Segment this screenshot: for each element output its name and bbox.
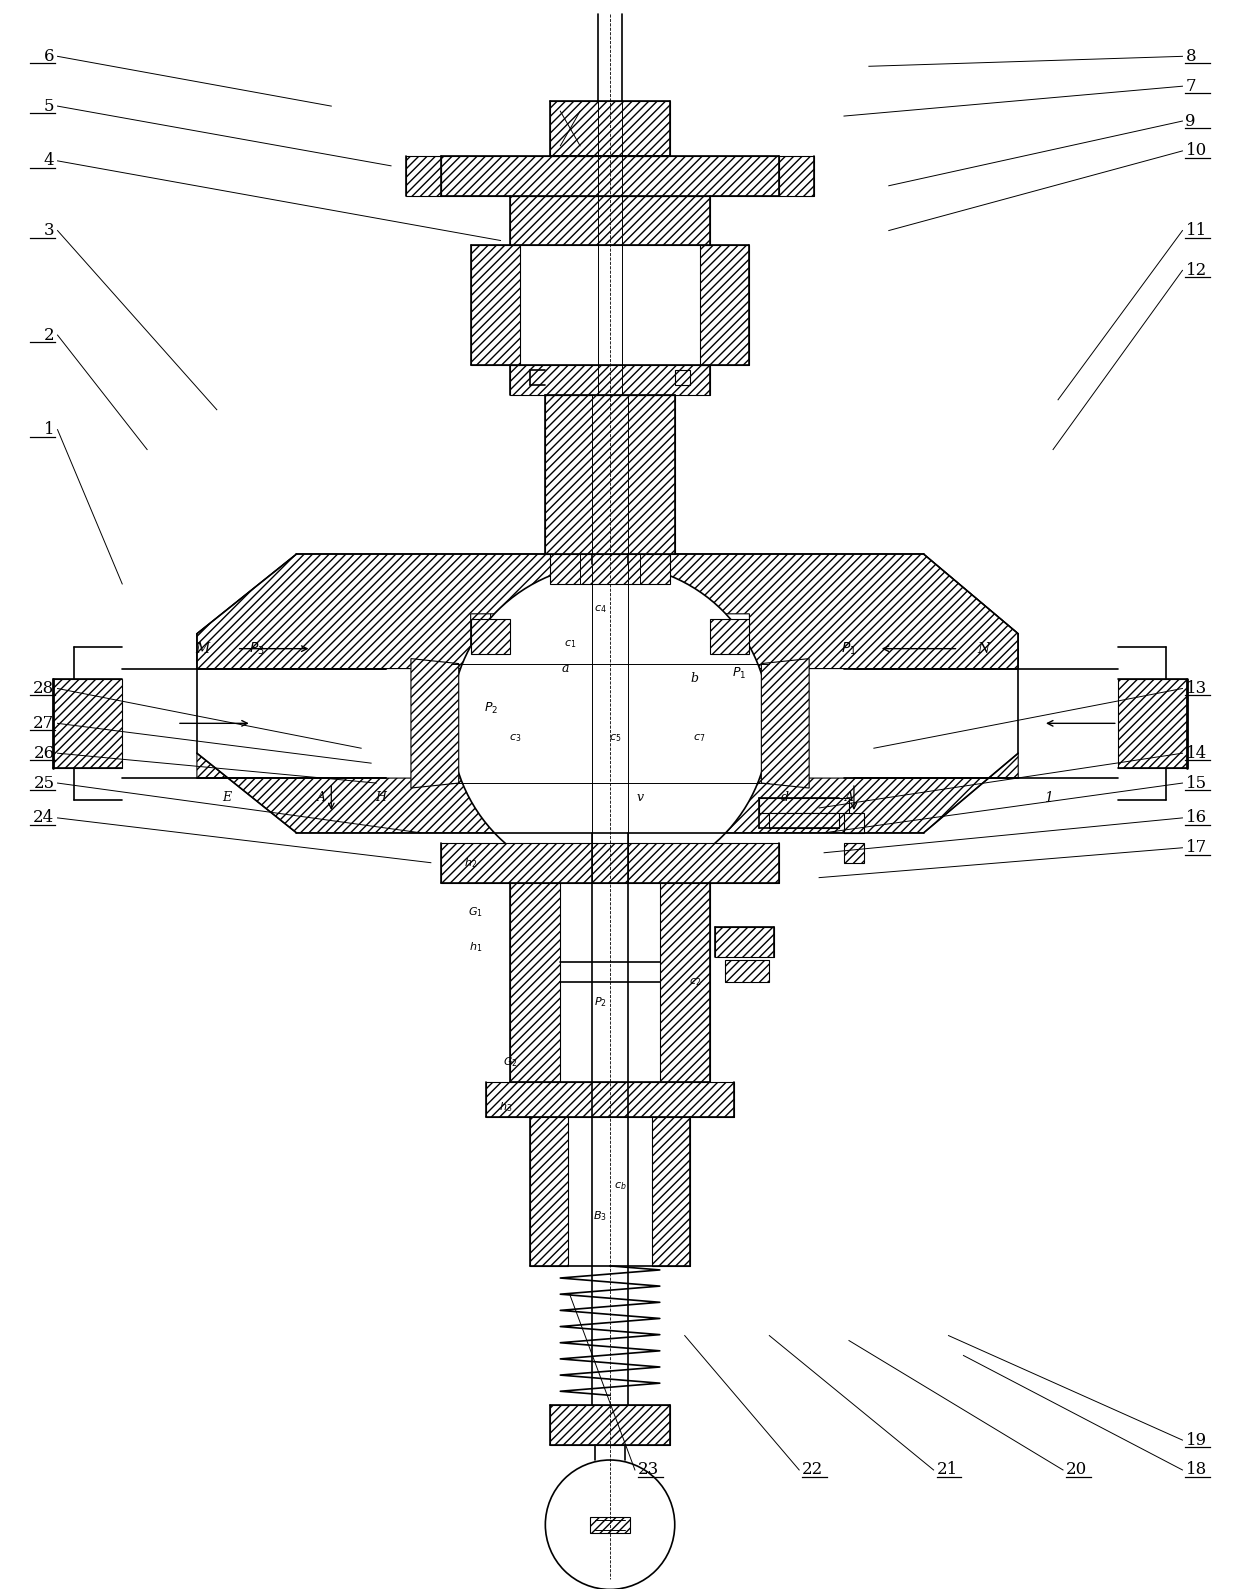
Polygon shape (486, 1082, 734, 1117)
Polygon shape (531, 1117, 568, 1266)
Text: $c_1$: $c_1$ (564, 637, 577, 650)
Text: 26: 26 (33, 744, 55, 761)
Text: a: a (562, 663, 569, 675)
Polygon shape (551, 554, 670, 585)
Text: A: A (317, 792, 326, 804)
Text: E: E (222, 792, 232, 804)
Polygon shape (511, 196, 709, 245)
Text: 11: 11 (1185, 221, 1207, 239)
Polygon shape (769, 812, 839, 828)
Polygon shape (660, 883, 709, 1082)
Text: 4: 4 (43, 153, 55, 169)
Polygon shape (551, 1405, 670, 1445)
Polygon shape (759, 798, 849, 812)
Text: 1: 1 (1044, 792, 1053, 804)
Text: 10: 10 (1185, 142, 1207, 159)
Text: 2: 2 (43, 327, 55, 344)
Text: 13: 13 (1185, 680, 1207, 698)
Polygon shape (675, 370, 689, 386)
Text: $P_2$: $P_2$ (594, 996, 606, 1008)
Text: 7: 7 (1185, 78, 1197, 94)
Text: $B_3$: $B_3$ (593, 1209, 608, 1223)
Text: $P_3$: $P_3$ (249, 640, 264, 656)
Polygon shape (1117, 679, 1188, 768)
Polygon shape (440, 156, 779, 196)
Text: H: H (376, 792, 387, 804)
Text: 14: 14 (1185, 744, 1207, 761)
Polygon shape (405, 156, 440, 196)
Polygon shape (52, 679, 123, 768)
Text: $h_3$: $h_3$ (498, 1099, 512, 1114)
Text: 21: 21 (936, 1461, 957, 1478)
Text: 15: 15 (1185, 774, 1207, 792)
Polygon shape (724, 961, 769, 983)
Text: 3: 3 (43, 221, 55, 239)
Circle shape (451, 564, 769, 883)
Text: 9: 9 (1185, 113, 1195, 129)
Text: A: A (844, 792, 853, 804)
Polygon shape (471, 618, 511, 653)
Polygon shape (546, 395, 675, 554)
Text: 1: 1 (43, 421, 55, 438)
Polygon shape (761, 658, 810, 789)
Circle shape (546, 1461, 675, 1590)
Text: $G_1$: $G_1$ (469, 905, 484, 919)
Text: 24: 24 (33, 809, 55, 827)
Polygon shape (197, 554, 1018, 669)
Polygon shape (844, 843, 864, 863)
Polygon shape (844, 812, 864, 833)
Polygon shape (699, 245, 749, 365)
Polygon shape (551, 100, 670, 156)
Polygon shape (197, 753, 1018, 833)
Text: 25: 25 (33, 774, 55, 792)
Text: d: d (780, 792, 789, 804)
Text: $P_2$: $P_2$ (484, 701, 497, 715)
Text: 5: 5 (45, 97, 55, 115)
Text: $G_2$: $G_2$ (503, 1055, 518, 1069)
Polygon shape (197, 554, 1018, 664)
Text: 17: 17 (1185, 840, 1207, 857)
Polygon shape (471, 245, 521, 365)
Text: 22: 22 (802, 1461, 823, 1478)
Text: 12: 12 (1185, 261, 1207, 279)
Polygon shape (779, 156, 815, 196)
Text: 8: 8 (1185, 48, 1197, 65)
Text: $h_2$: $h_2$ (464, 855, 477, 870)
Text: 18: 18 (1185, 1461, 1207, 1478)
Text: 23: 23 (637, 1461, 660, 1478)
Text: $c_3$: $c_3$ (510, 733, 522, 744)
Text: N: N (977, 642, 990, 656)
Text: 27: 27 (33, 715, 55, 731)
Polygon shape (652, 1117, 689, 1266)
Text: M: M (195, 642, 210, 656)
Text: 16: 16 (1185, 809, 1207, 827)
Text: $c_7$: $c_7$ (693, 733, 706, 744)
Polygon shape (511, 365, 709, 395)
Text: $c_4$: $c_4$ (594, 602, 606, 615)
Polygon shape (714, 927, 774, 957)
Text: $h_1$: $h_1$ (469, 940, 482, 954)
Polygon shape (440, 843, 779, 883)
Text: v: v (636, 792, 644, 804)
Text: $c_b$: $c_b$ (614, 1180, 626, 1192)
Text: 19: 19 (1185, 1432, 1207, 1448)
Text: $c_2$: $c_2$ (688, 977, 701, 988)
Text: 6: 6 (45, 48, 55, 65)
Text: $P_1$: $P_1$ (841, 640, 857, 656)
Polygon shape (410, 658, 459, 789)
Polygon shape (590, 1517, 630, 1532)
Text: 20: 20 (1066, 1461, 1087, 1478)
Polygon shape (511, 883, 560, 1082)
Polygon shape (709, 618, 749, 653)
Text: 28: 28 (33, 680, 55, 698)
Text: $P_1$: $P_1$ (733, 666, 746, 682)
Text: $c_5$: $c_5$ (609, 733, 621, 744)
Text: b: b (691, 672, 698, 685)
